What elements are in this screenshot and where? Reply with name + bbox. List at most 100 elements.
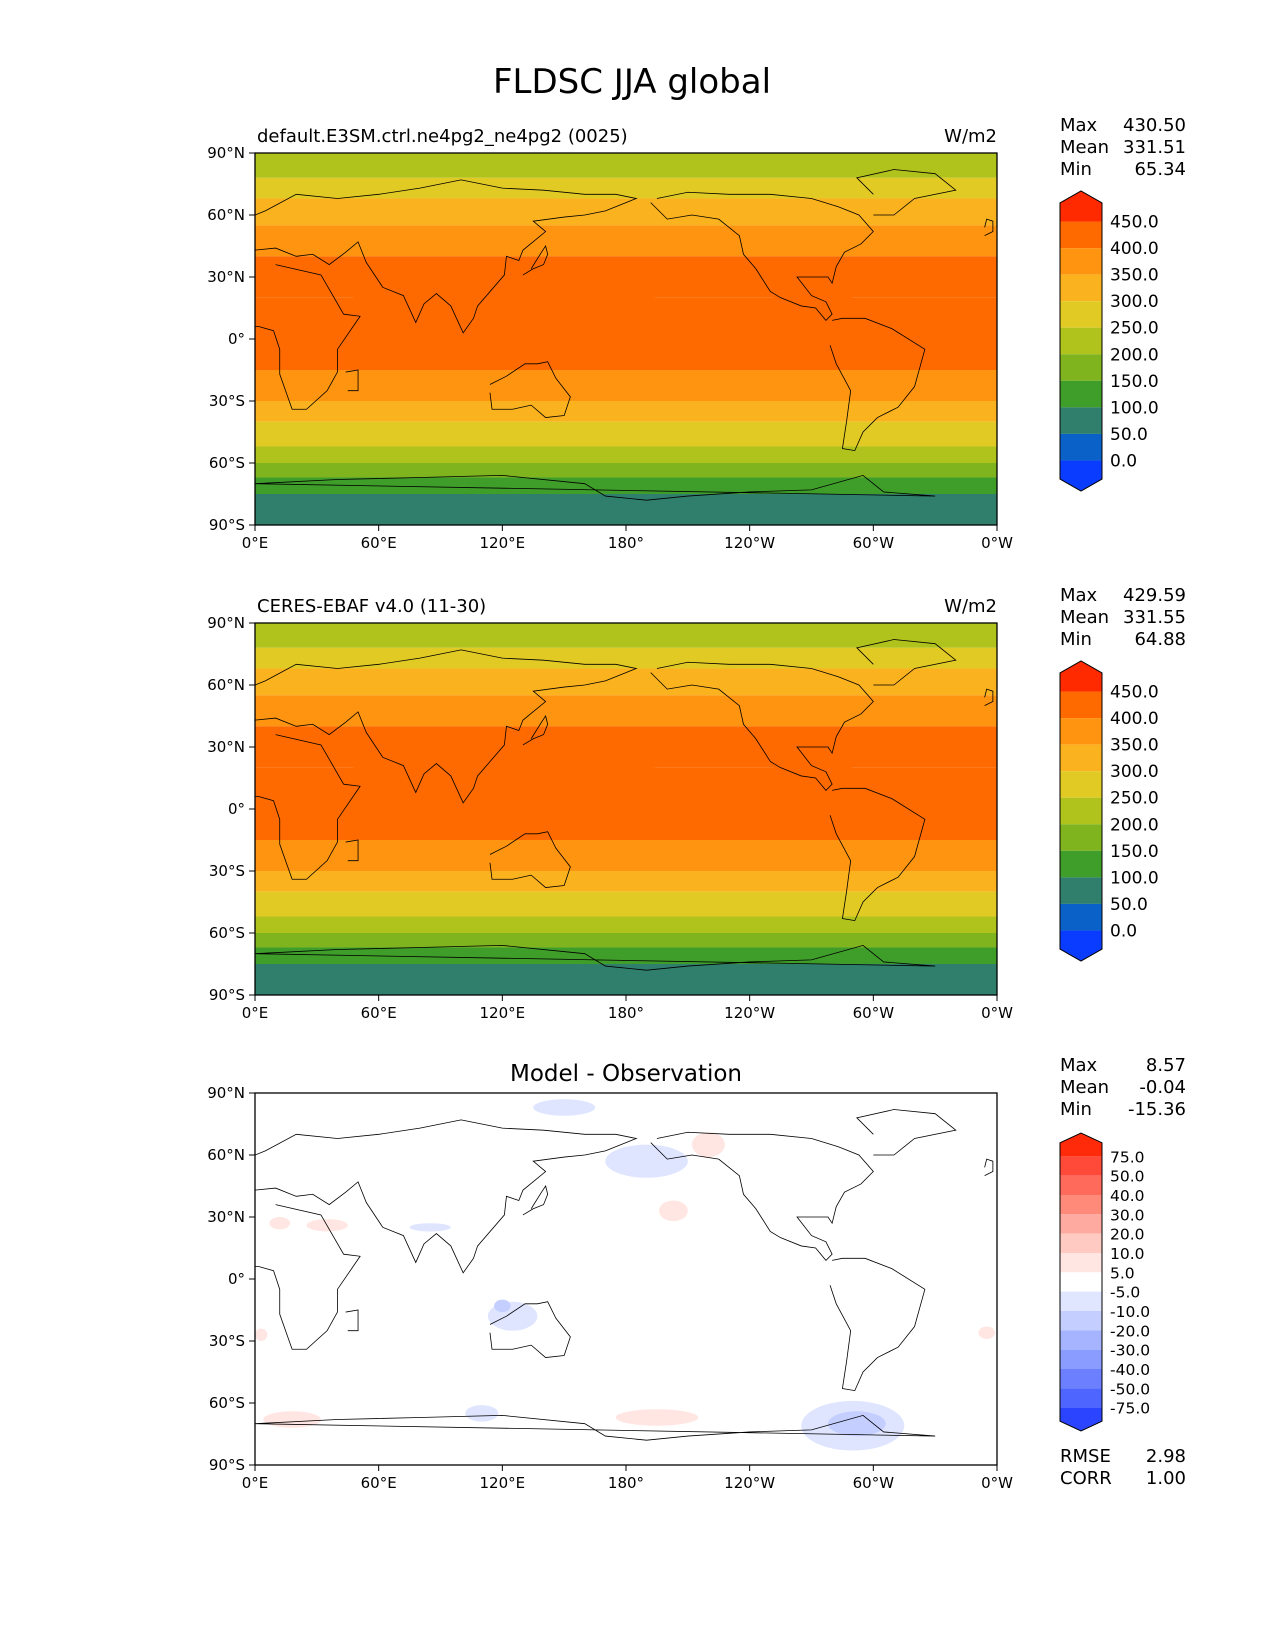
- anomaly-region: [409, 1223, 451, 1232]
- colorbar-tick-label: -40.0: [1110, 1361, 1150, 1379]
- colorbar-tick-label: -20.0: [1110, 1322, 1150, 1340]
- y-tick-label: 90°N: [207, 1084, 245, 1102]
- colorbar-segment: [1060, 1369, 1102, 1389]
- colorbar-tick-label: 75.0: [1110, 1148, 1145, 1166]
- stat-value: 429.59: [1123, 585, 1186, 606]
- colorbar-extend-min: [1060, 1407, 1102, 1431]
- coastline: [522, 1185, 549, 1216]
- stat-value: 331.51: [1123, 137, 1186, 158]
- colorbar-tick-label: -30.0: [1110, 1342, 1150, 1360]
- colorbar-extend-max: [1060, 1133, 1102, 1157]
- colorbar-tick-label: 20.0: [1110, 1226, 1145, 1244]
- colorbar-segment: [1060, 771, 1102, 798]
- colorbar-extend-max: [1060, 191, 1102, 222]
- y-tick-label: 60°S: [209, 454, 245, 472]
- x-tick-label: 0°E: [242, 1004, 269, 1022]
- map-band: [255, 891, 997, 917]
- coastline: [856, 169, 957, 216]
- colorbar-outline: [1059, 190, 1103, 492]
- coastline: [829, 1257, 926, 1392]
- colorbar-tick-label: 100.0: [1110, 868, 1159, 888]
- warm-pool-region: [337, 736, 874, 830]
- map-area: [255, 153, 997, 525]
- map-band: [255, 225, 997, 257]
- coastline: [984, 1158, 994, 1177]
- colorbar-segment: [1060, 248, 1102, 275]
- x-tick-label: 120°W: [724, 1004, 775, 1022]
- colorbar-tick-label: 150.0: [1110, 372, 1159, 392]
- y-tick-label: 30°N: [207, 1208, 245, 1226]
- anomaly-region: [615, 1409, 699, 1426]
- colorbar-segment: [1060, 797, 1102, 825]
- colorbar-tick-label: 350.0: [1110, 736, 1159, 756]
- coastline: [489, 1301, 571, 1358]
- coastline: [522, 245, 549, 276]
- x-tick-label: 180°: [608, 534, 644, 552]
- colorbar-tick-label: -10.0: [1110, 1303, 1150, 1321]
- colorbar-extend-min: [1060, 930, 1102, 961]
- coastline: [856, 639, 957, 686]
- colorbar-segment: [1060, 850, 1102, 878]
- colorbar-tick-label: 450.0: [1110, 683, 1159, 703]
- colorbar-segment: [1060, 221, 1102, 249]
- coastline: [255, 1204, 361, 1350]
- x-tick-label: 180°: [608, 1474, 644, 1492]
- figure-title: FLDSC JJA global: [493, 62, 771, 102]
- coastline: [829, 787, 926, 922]
- map-band: [255, 401, 997, 422]
- stat-label: Min: [1060, 159, 1092, 180]
- panels: 0°E 60°E 120°E 180° 120°W 60°W 0°W 90°N 60°N 30°N…: [207, 115, 1186, 1492]
- atlantic-warm-region: [255, 308, 293, 329]
- y-tick-label: 0°: [228, 800, 245, 818]
- colorbar-tick-label: 300.0: [1110, 762, 1159, 782]
- colorbar-extend-max: [1060, 661, 1102, 692]
- colorbar-segment: [1060, 1388, 1102, 1408]
- y-tick-label: 0°: [228, 1270, 245, 1288]
- map-band: [255, 421, 997, 447]
- colorbar-segment: [1060, 1233, 1102, 1253]
- warm-pool-region: [337, 266, 874, 360]
- colorbar-tick-label: 100.0: [1110, 398, 1159, 418]
- colorbar-segment: [1060, 1195, 1102, 1215]
- map-band: [255, 623, 997, 648]
- panel-units: W/m2: [944, 596, 997, 617]
- x-tick-label: 0°W: [981, 534, 1013, 552]
- colorbar-segment: [1060, 718, 1102, 745]
- anomaly-region: [494, 1299, 511, 1313]
- x-tick-label: 60°W: [853, 1474, 895, 1492]
- coastline: [345, 369, 359, 392]
- stat-value: 1.00: [1146, 1468, 1186, 1489]
- map-band: [255, 463, 997, 478]
- y-tick-label: 60°N: [207, 206, 245, 224]
- anomaly-region: [827, 1411, 886, 1437]
- x-tick-label: 120°W: [724, 534, 775, 552]
- x-tick-label: 120°W: [724, 1474, 775, 1492]
- x-tick-label: 60°W: [853, 1004, 895, 1022]
- map-band: [255, 647, 997, 669]
- coastline: [522, 715, 549, 746]
- stat-value: 64.88: [1134, 629, 1186, 650]
- x-tick-label: 180°: [608, 1004, 644, 1022]
- colorbar-segment: [1060, 1330, 1102, 1350]
- map-band: [255, 446, 997, 463]
- anomaly-region: [605, 1144, 688, 1178]
- colorbar-tick-label: 50.0: [1110, 1168, 1145, 1186]
- coastline: [255, 734, 361, 880]
- map-band: [255, 256, 997, 298]
- stat-value: 331.55: [1123, 607, 1186, 628]
- y-tick-label: 90°S: [209, 1456, 245, 1474]
- map-area: [255, 623, 997, 995]
- colorbar-tick-label: 50.0: [1110, 895, 1148, 915]
- colorbar-segment: [1060, 1291, 1102, 1311]
- colorbar-segment: [1060, 691, 1102, 719]
- colorbar-tick-label: 200.0: [1110, 345, 1159, 365]
- colorbar-segment: [1060, 433, 1102, 461]
- panel-title: default.E3SM.ctrl.ne4pg2_ne4pg2 (0025): [257, 126, 628, 147]
- map-panel-diff: 0°E 60°E 120°E 180° 120°W 60°W 0°W 90°N 60°N 30°N…: [207, 1055, 1186, 1492]
- colorbar-tick-label: 50.0: [1110, 425, 1148, 445]
- map-panel-model: 0°E 60°E 120°E 180° 120°W 60°W 0°W 90°N 60°N 30°N…: [207, 115, 1186, 552]
- x-tick-label: 0°W: [981, 1474, 1013, 1492]
- panel-title: Model - Observation: [510, 1061, 742, 1087]
- colorbar-tick-label: 400.0: [1110, 709, 1159, 729]
- anomaly-region: [269, 1217, 291, 1230]
